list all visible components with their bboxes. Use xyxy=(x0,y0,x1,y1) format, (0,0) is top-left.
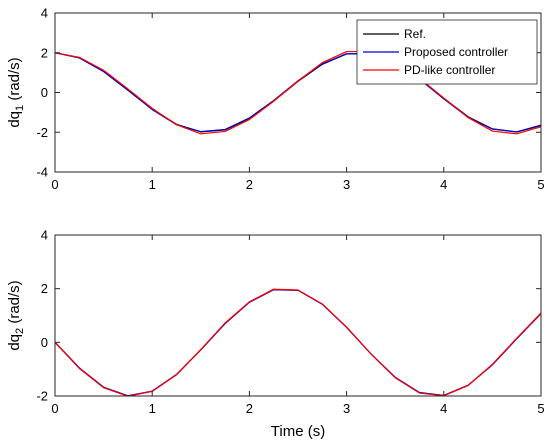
series-line-pd-like-controller xyxy=(55,288,541,396)
x-axis-label: Time (s) xyxy=(271,423,325,440)
y-axis-label: dq2 (rad/s) xyxy=(6,280,26,350)
x-tick-label: 4 xyxy=(440,177,447,192)
x-tick-label: 3 xyxy=(343,177,350,192)
x-tick-label: 1 xyxy=(149,401,156,416)
y-tick-label: 2 xyxy=(41,45,48,60)
legend-entry: PD-like controller xyxy=(404,63,495,77)
y-tick-label: -4 xyxy=(36,165,48,180)
series-line-pd-like-controller xyxy=(55,50,541,135)
series-line-proposed-controller xyxy=(55,289,541,396)
y-tick-label: -2 xyxy=(36,125,48,140)
axes-box xyxy=(54,234,542,397)
x-tick-label: 4 xyxy=(440,401,447,416)
x-tick-label: 2 xyxy=(246,401,253,416)
x-tick-label: 5 xyxy=(537,401,544,416)
legend-entry: Ref. xyxy=(404,27,426,41)
y-axis-label: dq1 (rad/s) xyxy=(6,57,26,127)
legend-entry: Proposed controller xyxy=(404,45,508,59)
y-tick-label: 4 xyxy=(41,228,48,243)
y-tick-label: 2 xyxy=(41,281,48,296)
x-tick-label: 1 xyxy=(149,177,156,192)
x-tick-label: 2 xyxy=(246,177,253,192)
x-tick-label: 0 xyxy=(51,177,58,192)
x-tick-label: 5 xyxy=(537,177,544,192)
y-tick-label: 4 xyxy=(41,6,48,21)
y-tick-label: -2 xyxy=(36,389,48,404)
y-tick-label: 0 xyxy=(41,335,48,350)
series-line-ref xyxy=(55,288,541,396)
y-tick-label: 0 xyxy=(41,85,48,100)
x-tick-label: 0 xyxy=(51,401,58,416)
top-plot-panel: 0 1 2 3 4 5 -4 -2 0 2 4 dq1 (rad/s) Ref. Proposed con… xyxy=(6,6,545,193)
x-tick-label: 3 xyxy=(343,401,350,416)
